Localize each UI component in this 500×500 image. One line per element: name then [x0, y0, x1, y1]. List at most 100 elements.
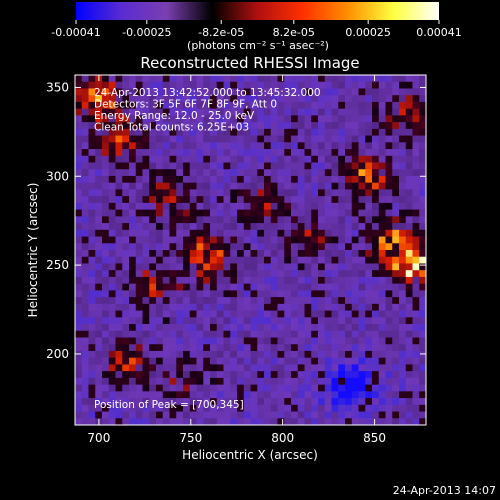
heatmap-cell	[88, 303, 96, 312]
heatmap-cell	[95, 236, 103, 244]
heatmap-cell	[162, 95, 171, 103]
heatmap-cell	[304, 276, 312, 285]
heatmap-cell	[277, 95, 285, 103]
heatmap-cell	[203, 290, 211, 298]
heatmap-cell	[122, 404, 130, 413]
heatmap-cell	[378, 169, 387, 177]
heatmap-cell	[318, 209, 326, 217]
heatmap-cell	[351, 371, 360, 379]
heatmap-cell	[378, 303, 387, 312]
heatmap-cell	[412, 404, 420, 413]
heatmap-cell	[345, 95, 353, 103]
heatmap-cell	[399, 317, 407, 325]
heatmap-cell	[102, 101, 110, 110]
heatmap-cell	[372, 162, 380, 170]
heatmap-cell	[331, 317, 339, 325]
heatmap-cell	[122, 175, 130, 184]
heatmap-cell	[230, 330, 238, 339]
heatmap-cell	[284, 223, 292, 231]
heatmap-cell	[284, 290, 292, 298]
heatmap-cell	[264, 169, 272, 177]
heatmap-cell	[392, 128, 400, 137]
heatmap-cell	[122, 256, 130, 265]
heatmap-cell	[129, 229, 137, 238]
heatmap-cell	[250, 250, 258, 258]
heatmap-cell	[399, 122, 407, 130]
heatmap-cell	[392, 88, 400, 96]
heatmap-cell	[311, 75, 319, 83]
heatmap-cell	[399, 182, 407, 191]
heatmap-cell	[372, 175, 380, 184]
heatmap-cell	[358, 364, 366, 372]
heatmap-cell	[189, 391, 198, 399]
heatmap-cell	[156, 411, 164, 419]
heatmap-cell	[264, 384, 272, 392]
heatmap-cell	[176, 189, 184, 197]
heatmap-cell	[419, 202, 426, 211]
heatmap-cell	[297, 364, 306, 372]
heatmap-cell	[88, 75, 96, 83]
heatmap-cell	[291, 418, 299, 425]
heatmap-cell	[324, 75, 333, 83]
heatmap-cell	[176, 324, 184, 332]
heatmap-cell	[81, 162, 90, 170]
heatmap-cell	[331, 108, 339, 116]
heatmap-cell	[277, 398, 285, 406]
heatmap-cell	[257, 223, 265, 231]
heatmap-cell	[378, 297, 387, 305]
heatmap-cell	[331, 216, 339, 224]
heatmap-cell	[149, 371, 157, 379]
heatmap-cell	[324, 202, 333, 211]
heatmap-cell	[183, 175, 191, 184]
heatmap-cell	[372, 303, 380, 312]
heatmap-cell	[223, 115, 231, 123]
heatmap-cell	[270, 229, 279, 238]
heatmap-cell	[351, 155, 360, 164]
heatmap-cell	[385, 202, 393, 211]
heatmap-cell	[129, 101, 137, 110]
heatmap-cell	[162, 256, 171, 265]
heatmap-cell	[385, 175, 393, 184]
heatmap-cell	[257, 182, 265, 191]
heatmap-cell	[176, 115, 184, 123]
heatmap-cell	[223, 310, 231, 318]
heatmap-cell	[216, 108, 225, 116]
heatmap-cell	[88, 155, 96, 164]
heatmap-cell	[149, 297, 157, 305]
heatmap-cell	[162, 243, 171, 251]
heatmap-cell	[264, 243, 272, 251]
heatmap-cell	[277, 250, 285, 258]
heatmap-cell	[331, 223, 339, 231]
heatmap-cell	[196, 115, 204, 123]
heatmap-cell	[183, 290, 191, 298]
heatmap-cell	[115, 162, 123, 170]
heatmap-cell	[203, 189, 211, 197]
heatmap-cell	[135, 310, 144, 318]
heatmap-cell	[108, 404, 117, 413]
heatmap-cell	[135, 135, 144, 143]
heatmap-cell	[324, 189, 333, 197]
heatmap-cell	[122, 263, 130, 271]
heatmap-cell	[196, 128, 204, 137]
heatmap-cell	[338, 404, 346, 413]
heatmap-cell	[372, 149, 380, 157]
heatmap-cell	[162, 290, 171, 298]
heatmap-cell	[392, 209, 400, 217]
heatmap-cell	[129, 216, 137, 224]
heatmap-cell	[297, 263, 306, 271]
heatmap-cell	[324, 122, 333, 130]
heatmap-cell	[102, 411, 110, 419]
heatmap-cell	[223, 411, 231, 419]
heatmap-cell	[176, 377, 184, 386]
heatmap-cell	[324, 357, 333, 366]
heatmap-cell	[358, 108, 366, 116]
heatmap-cell	[223, 276, 231, 285]
heatmap-cell	[405, 310, 414, 318]
heatmap-cell	[162, 303, 171, 312]
heatmap-cell	[189, 149, 198, 157]
heatmap-cell	[189, 236, 198, 244]
heatmap-cell	[345, 75, 353, 83]
heatmap-cell	[284, 149, 292, 157]
heatmap-cell	[243, 270, 252, 278]
heatmap-cell	[284, 250, 292, 258]
